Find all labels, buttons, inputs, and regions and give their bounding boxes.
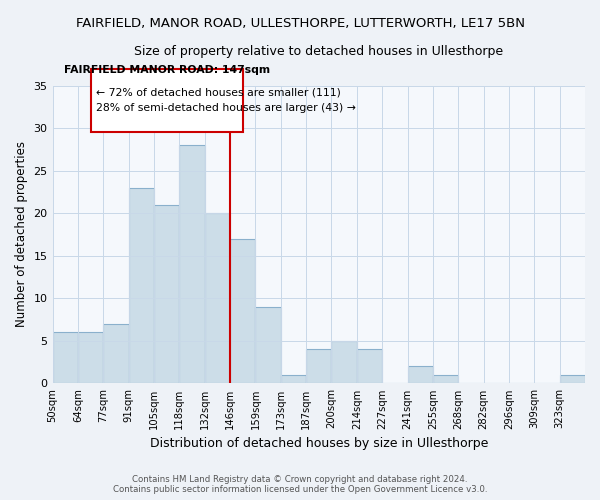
Bar [78, 332, 103, 384]
Bar [179, 145, 205, 384]
Bar [407, 366, 433, 384]
Text: ← 72% of detached houses are smaller (111): ← 72% of detached houses are smaller (11… [95, 88, 341, 98]
Bar [306, 350, 331, 384]
Bar [103, 324, 128, 384]
Text: FAIRFIELD, MANOR ROAD, ULLESTHORPE, LUTTERWORTH, LE17 5BN: FAIRFIELD, MANOR ROAD, ULLESTHORPE, LUTT… [76, 18, 524, 30]
Bar [256, 307, 281, 384]
Bar [357, 350, 382, 384]
Bar [230, 238, 256, 384]
Title: Size of property relative to detached houses in Ullesthorpe: Size of property relative to detached ho… [134, 45, 503, 58]
Bar [53, 332, 78, 384]
Bar [154, 204, 179, 384]
Text: Contains HM Land Registry data © Crown copyright and database right 2024.
Contai: Contains HM Land Registry data © Crown c… [113, 474, 487, 494]
X-axis label: Distribution of detached houses by size in Ullesthorpe: Distribution of detached houses by size … [149, 437, 488, 450]
Bar [128, 188, 154, 384]
Bar [331, 341, 357, 384]
Y-axis label: Number of detached properties: Number of detached properties [15, 142, 28, 328]
Bar [281, 375, 306, 384]
Text: 28% of semi-detached houses are larger (43) →: 28% of semi-detached houses are larger (… [95, 102, 356, 113]
Bar [560, 375, 585, 384]
Bar [433, 375, 458, 384]
Bar [205, 213, 230, 384]
Text: FAIRFIELD MANOR ROAD: 147sqm: FAIRFIELD MANOR ROAD: 147sqm [64, 66, 270, 76]
FancyBboxPatch shape [91, 68, 243, 132]
